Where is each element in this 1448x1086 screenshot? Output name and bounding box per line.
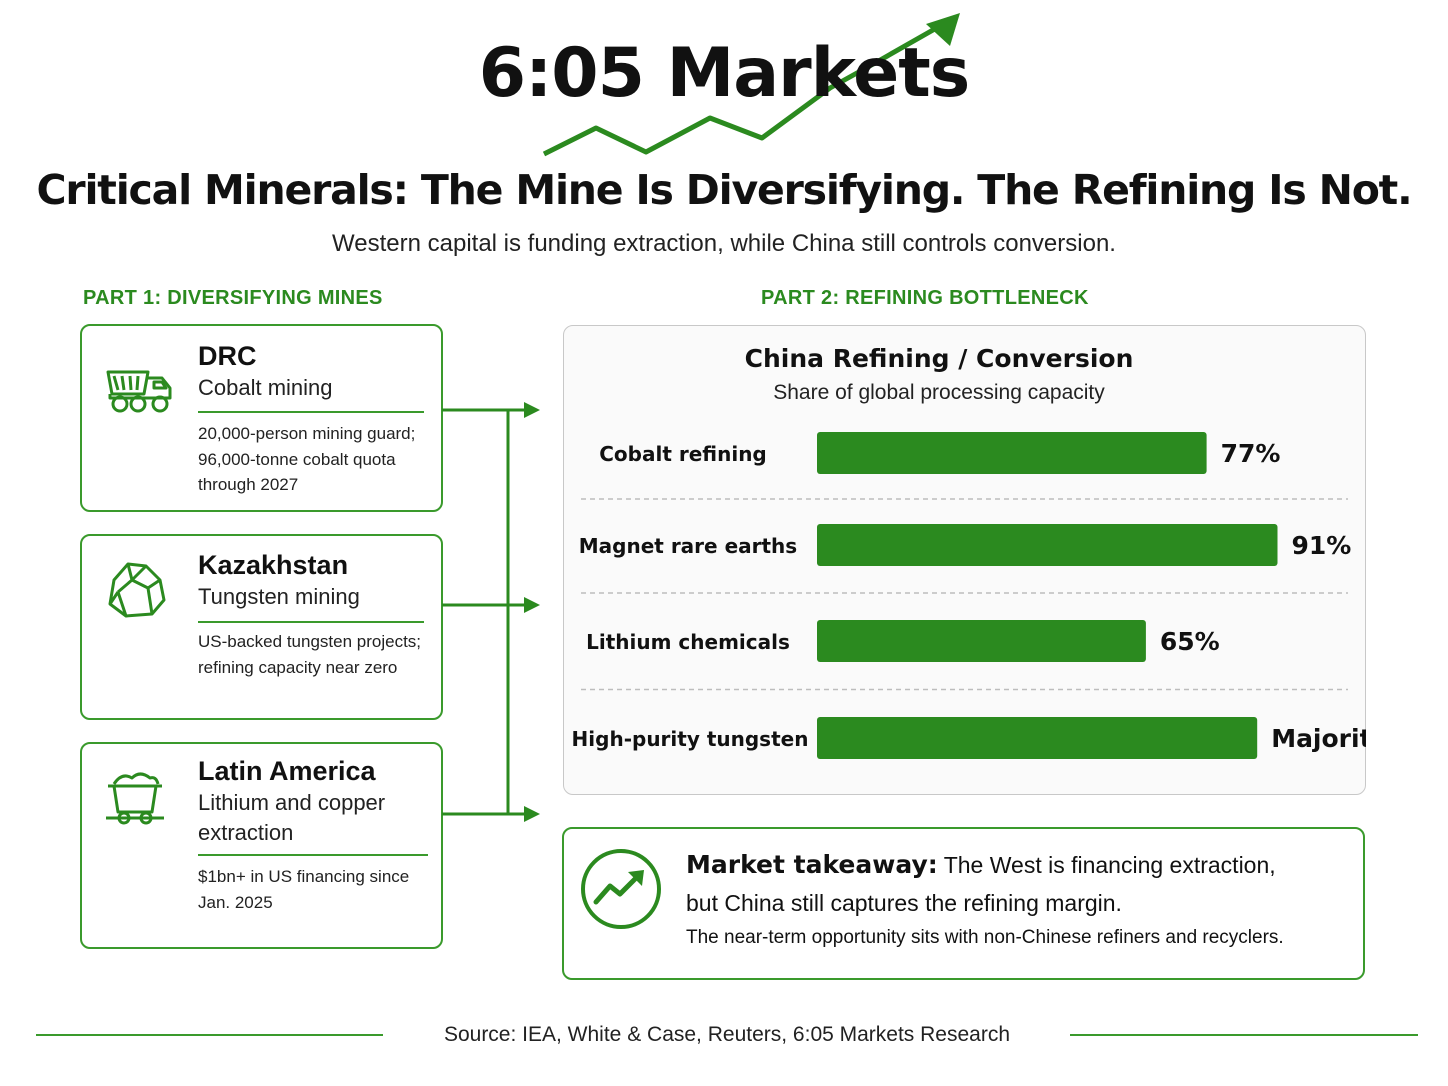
mine-detail-kazakhstan: US-backed tungsten projects; refining ca…: [198, 632, 422, 677]
mine-detail-latin-america: $1bn+ in US financing since Jan. 2025: [198, 867, 410, 912]
takeaway-line-2: but China still captures the refining ma…: [686, 890, 1122, 916]
mine-cart-icon: [106, 772, 164, 825]
value-label-magnet-rare-earths: 91%: [1292, 531, 1352, 560]
bar-magnet-rare-earths: [817, 524, 1278, 566]
mine-detail-drc: 20,000-person mining guard; 96,000-tonne…: [198, 424, 416, 494]
takeaway-text-1: The West is financing extraction,: [937, 852, 1276, 878]
category-label-magnet-rare-earths: Magnet rare earths: [579, 534, 797, 558]
brand-title: 6:05 Markets: [478, 34, 970, 113]
part2-label: PART 2: REFINING BOTTLENECK: [761, 287, 1089, 309]
part1-label: PART 1: DIVERSIFYING MINES: [83, 287, 383, 309]
source-note: Source: IEA, White & Case, Reuters, 6:05…: [443, 1023, 1011, 1046]
takeaway-heading: Market takeaway:: [686, 850, 938, 879]
divider: [198, 854, 428, 856]
page-headline: Critical Minerals: The Mine Is Diversify…: [36, 166, 1413, 214]
category-label-cobalt-refining: Cobalt refining: [599, 442, 767, 466]
takeaway-line-3: The near-term opportunity sits with non-…: [686, 927, 1284, 948]
refining-bar-chart: China Refining / Conversion Share of glo…: [572, 344, 1366, 759]
mine-region-kazakhstan: Kazakhstan: [198, 550, 349, 580]
chart-subtitle: Share of global processing capacity: [773, 381, 1105, 404]
divider: [198, 621, 424, 623]
trend-up-icon: [581, 849, 661, 929]
mine-card-kazakhstan: Kazakhstan Tungsten mining US-backed tun…: [80, 534, 443, 720]
mine-activity-latin-america: Lithium and copper extraction: [198, 790, 386, 845]
footer-rule-left: [36, 1034, 383, 1036]
mine-region-drc: DRC: [198, 341, 257, 371]
ore-rock-icon: [108, 562, 166, 618]
bar-high-purity-tungsten: [817, 717, 1258, 759]
market-takeaway-card: [562, 827, 1365, 980]
bar-cobalt-refining: [817, 432, 1207, 474]
takeaway-line-1: Market takeaway: The West is financing e…: [686, 850, 1276, 879]
mine-card-latin-america: Latin America Lithium and copper extract…: [80, 742, 443, 949]
page-subheadline: Western capital is funding extraction, w…: [332, 230, 1116, 257]
mine-card-drc: DRC Cobalt mining 20,000-person mining g…: [80, 324, 443, 512]
value-label-cobalt-refining: 77%: [1221, 439, 1281, 468]
footer-rule-right: [1070, 1034, 1418, 1036]
chart-title: China Refining / Conversion: [745, 344, 1134, 373]
mine-region-latin-america: Latin America: [198, 756, 376, 786]
connector-arrows: [442, 402, 540, 822]
category-label-high-purity-tungsten: High-purity tungsten: [572, 727, 809, 751]
trend-arrow-icon: [542, 13, 960, 157]
bar-lithium-chemicals: [817, 620, 1146, 662]
value-label-high-purity-tungsten: Majority: [1271, 724, 1366, 753]
mine-activity-drc: Cobalt mining: [198, 375, 333, 400]
mine-activity-kazakhstan: Tungsten mining: [198, 584, 360, 609]
category-label-lithium-chemicals: Lithium chemicals: [586, 630, 790, 654]
divider: [198, 411, 424, 413]
value-label-lithium-chemicals: 65%: [1160, 627, 1220, 656]
dump-truck-icon: [106, 370, 172, 413]
